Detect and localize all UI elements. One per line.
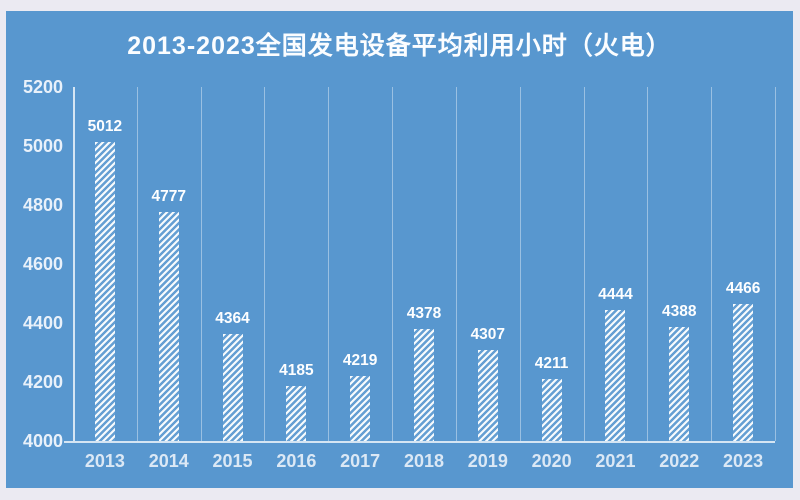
bar-value-label: 5012: [87, 118, 123, 136]
bar: [94, 142, 115, 441]
x-axis-label: 2023: [723, 451, 764, 471]
bar: [414, 329, 434, 441]
bar-value-label: 4307: [470, 326, 506, 344]
bar-value-label: 4466: [725, 279, 761, 297]
bar-value-label: 4211: [534, 354, 569, 372]
x-axis-label: 2018: [403, 451, 445, 471]
vertical-gridline: [455, 87, 457, 441]
y-axis-line: [73, 87, 75, 441]
x-axis-label: 2014: [148, 451, 189, 471]
vertical-gridline: [519, 87, 521, 441]
bar: [222, 333, 243, 441]
bar: [286, 386, 307, 441]
vertical-gridline: [136, 87, 138, 441]
bar: [733, 303, 754, 441]
x-axis-label: 2016: [276, 451, 317, 471]
bar: [350, 376, 371, 441]
bar: [541, 378, 562, 441]
x-axis-label: 2017: [340, 451, 381, 471]
x-axis-label: 2015: [212, 451, 253, 471]
vertical-gridline: [200, 87, 202, 441]
vertical-gridline: [583, 87, 585, 441]
vertical-gridline: [328, 87, 330, 441]
bar-value-label: 4219: [342, 352, 378, 370]
bar-value-label: 4388: [662, 302, 697, 320]
bar-value-label: 4444: [598, 286, 633, 304]
x-axis-label: 2019: [467, 451, 508, 471]
y-axis-label: 4800: [22, 195, 63, 215]
bar-chart: 2013-2023全国发电设备平均利用小时（火电） 5200 5000 4800 46…: [6, 11, 793, 488]
vertical-gridline: [711, 87, 713, 441]
vertical-gridline: [392, 87, 394, 441]
x-axis-label: 2021: [595, 451, 636, 471]
y-axis-label: 5200: [22, 77, 63, 97]
x-axis-label: 2013: [84, 451, 125, 471]
y-axis-label: 4600: [22, 254, 63, 274]
vertical-gridline: [647, 87, 649, 441]
y-axis-label: 4000: [22, 431, 63, 451]
x-axis-label: 2020: [531, 451, 572, 471]
bar: [605, 310, 626, 441]
vertical-gridline: [264, 87, 266, 441]
bar: [669, 326, 690, 441]
x-axis-label: 2022: [659, 451, 700, 471]
bar-value-label: 4364: [215, 309, 250, 327]
bar-value-label: 4777: [151, 187, 186, 205]
y-axis-label: 5000: [22, 136, 63, 156]
bar: [477, 350, 498, 441]
y-axis-label: 4200: [22, 372, 63, 392]
bar-value-label: 4378: [406, 305, 442, 323]
chart-title: 2013-2023全国发电设备平均利用小时（火电）: [127, 32, 672, 60]
vertical-gridline: [775, 87, 776, 441]
bar-value-label: 4185: [279, 362, 314, 380]
bar: [158, 211, 179, 441]
x-axis-line: [64, 441, 775, 443]
y-axis-label: 4400: [22, 313, 63, 333]
